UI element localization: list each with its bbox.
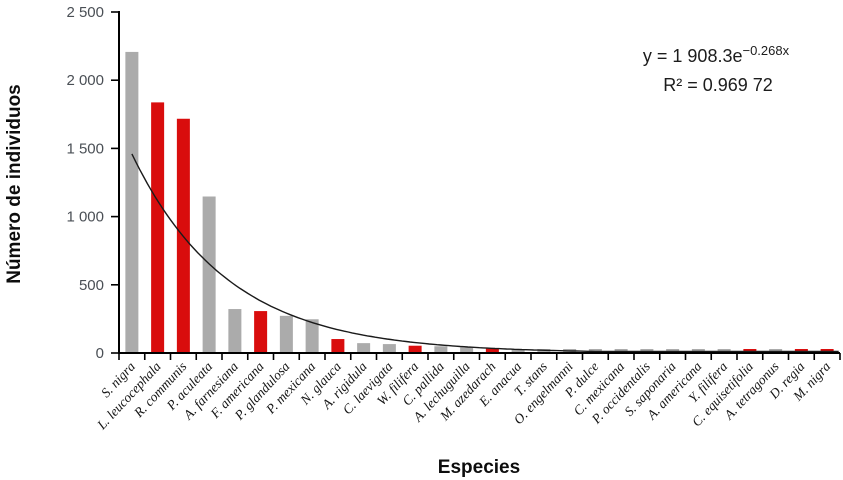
y-tick-label: 2 500: [66, 4, 104, 21]
bar: [305, 319, 319, 352]
bar: [228, 309, 242, 352]
y-tick-label: 0: [96, 345, 104, 362]
bar: [691, 349, 705, 352]
bar: [820, 349, 834, 352]
bar: [460, 347, 474, 352]
y-tick-label: 500: [79, 277, 104, 294]
bar: [640, 349, 654, 352]
trendline-layer: [131, 153, 839, 353]
y-tick-label: 2 000: [66, 72, 104, 89]
bar: [485, 348, 499, 352]
equation-base: y = 1 908.3e: [643, 46, 743, 66]
y-axis-title: Número de individuos: [4, 84, 25, 284]
y-tick-label: 1 500: [66, 140, 104, 157]
bar: [794, 349, 808, 352]
bar: [408, 345, 422, 352]
y-tick-label: 1 000: [66, 209, 104, 226]
x-axis-title: Especies: [438, 457, 520, 478]
bar: [331, 339, 345, 352]
bar: [125, 51, 139, 353]
bar: [614, 349, 628, 352]
bar: [279, 315, 293, 352]
bar: [511, 349, 525, 352]
equation-exponent: −0.268x: [742, 43, 789, 58]
bar: [202, 196, 216, 352]
bar: [666, 349, 680, 352]
bar: [357, 343, 371, 352]
bar: [434, 346, 448, 352]
r-squared-label: R² = 0.969 72: [663, 75, 773, 95]
trendline-curve: [131, 153, 839, 353]
bar: [717, 349, 731, 352]
bar: [769, 349, 783, 352]
bar: [151, 102, 165, 352]
trendline-equation: y = 1 908.3e−0.268x: [643, 43, 790, 66]
bar: [743, 349, 757, 352]
bar: [254, 311, 268, 352]
bar: [382, 344, 396, 352]
bar: [588, 349, 602, 352]
ticks-layer: 0 500 1 000 1 500 2 000 2 500: [66, 4, 841, 362]
bars-layer: [125, 51, 834, 353]
